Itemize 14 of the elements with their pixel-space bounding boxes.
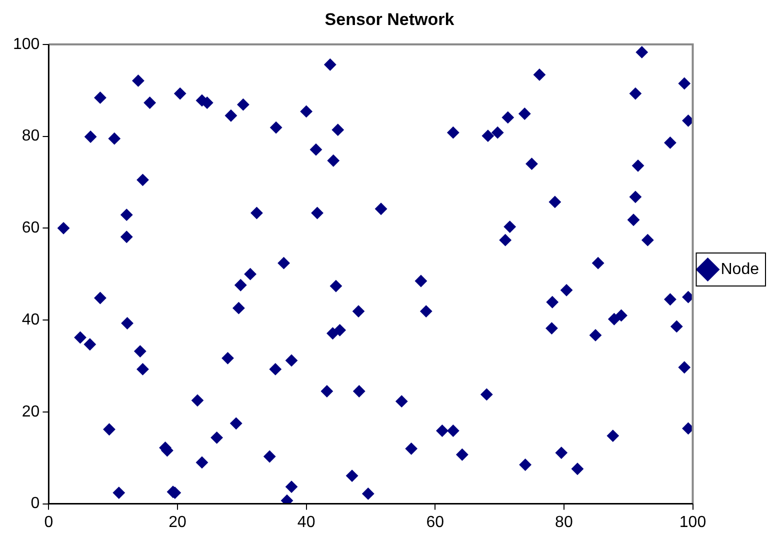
x-tick-label: 100 — [679, 514, 706, 531]
x-tick-label: 60 — [426, 514, 444, 531]
x-tick-label: 0 — [44, 514, 54, 531]
x-tick-label: 40 — [297, 514, 316, 531]
chart-title: Sensor Network — [324, 10, 455, 29]
y-tick-label: 40 — [22, 311, 40, 328]
legend-label: Node — [720, 260, 760, 278]
y-tick-label: 80 — [22, 128, 40, 145]
x-tick-label: 20 — [168, 514, 187, 531]
y-tick-label: 20 — [22, 403, 40, 420]
x-tick-label: 80 — [555, 514, 573, 531]
y-tick-label: 60 — [22, 220, 40, 237]
y-tick-label: 0 — [30, 495, 40, 512]
y-tick-label: 100 — [12, 36, 40, 53]
